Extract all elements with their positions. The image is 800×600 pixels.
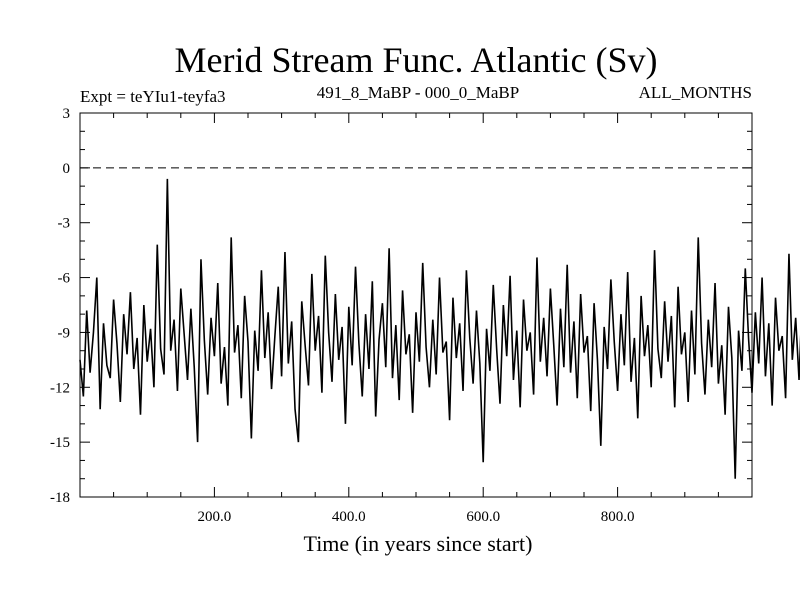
y-tick-label: -3 <box>58 216 71 232</box>
y-tick-label: -12 <box>50 380 70 396</box>
tick-layer <box>80 112 752 498</box>
period-label: 491_8_MaBP - 000_0_MaBP <box>317 83 519 102</box>
x-axis-label: Time (in years since start) <box>304 531 533 556</box>
experiment-label: Expt = teYIu1-teyfa3 <box>80 87 226 106</box>
series-line-0 <box>79 178 800 479</box>
x-tick-label: 800.0 <box>601 509 635 525</box>
x-tick-label: 200.0 <box>198 509 232 525</box>
chart-title: Merid Stream Func. Atlantic (Sv) <box>175 40 658 80</box>
series-layer <box>79 178 800 479</box>
y-tick-label: -18 <box>50 490 70 506</box>
y-tick-label: 3 <box>63 106 71 122</box>
months-label: ALL_MONTHS <box>639 83 752 102</box>
y-tick-label: -9 <box>58 325 71 341</box>
x-tick-label: 600.0 <box>466 509 500 525</box>
tick-label-layer: 3 0 -3 -6 -9 -12 -15 -18 200.0 400.0 600.0 800.0 <box>50 106 634 525</box>
y-tick-label: -6 <box>58 271 71 287</box>
x-tick-label: 400.0 <box>332 509 366 525</box>
plot-frame <box>79 112 753 498</box>
y-tick-label: -15 <box>50 435 70 451</box>
y-tick-label: 0 <box>63 161 71 177</box>
